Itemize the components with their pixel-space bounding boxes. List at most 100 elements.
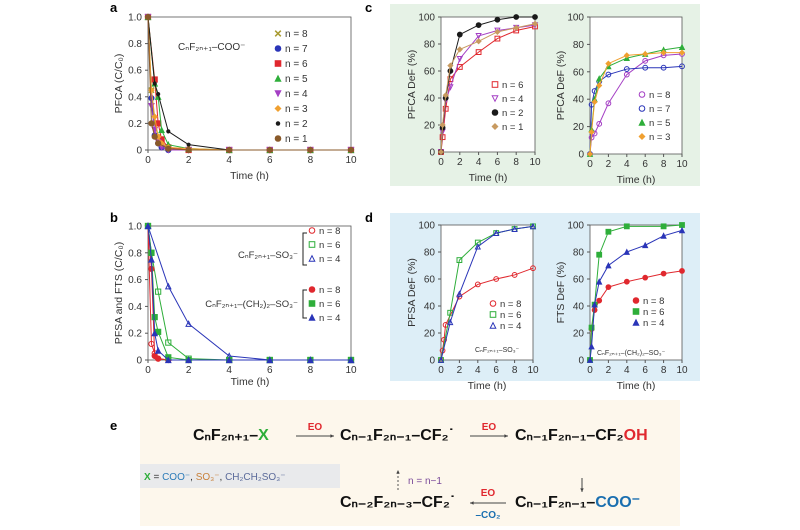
x-tick-label: 0	[587, 365, 593, 376]
data-point	[456, 257, 463, 264]
data-point	[494, 35, 501, 42]
x-tick-label: 10	[676, 159, 688, 170]
group-bracket	[302, 289, 307, 319]
x-tick-label: 8	[661, 159, 667, 170]
x-tick-label: 6	[267, 155, 273, 166]
legend-label: n = 6	[285, 59, 308, 70]
x-tick-label: 0	[145, 365, 151, 376]
y-tick-label: 1.0	[128, 13, 142, 24]
formula-main: Cₙ₋₁F₂ₙ₋₁–CF₂	[515, 427, 624, 444]
legend-label: n = 6	[500, 310, 521, 321]
data-point	[632, 297, 640, 304]
data-point	[308, 313, 316, 321]
panel-label-a: a	[110, 0, 118, 15]
formula-radical-2: Cₙ₋₂F₂ₙ₋₃–CF₂˙	[340, 494, 455, 511]
data-point	[164, 282, 172, 290]
loop-label: n = n−1	[408, 476, 442, 487]
series-n5	[144, 13, 355, 154]
formula-main: Cₙ₋₁F₂ₙ₋₁–CF₂˙	[340, 427, 454, 444]
data-point	[489, 300, 497, 307]
x-tick-label: 6	[495, 157, 501, 168]
formula-main: Cₙ₋₂F₂ₙ₋₃–CF₂˙	[340, 494, 455, 511]
data-point	[660, 64, 667, 71]
data-point	[641, 241, 649, 249]
y-tick-label: 0.2	[128, 119, 142, 130]
legend-label: n = 4	[643, 318, 664, 329]
series-line	[147, 16, 351, 151]
data-point	[638, 91, 646, 98]
y-tick-label: 0	[578, 356, 584, 367]
x-tick-label: 2	[457, 157, 463, 168]
data-point	[591, 301, 598, 308]
data-point	[532, 14, 538, 20]
series-n4	[144, 13, 355, 154]
x-tick-label: 8	[308, 365, 314, 376]
data-point	[474, 281, 481, 288]
data-point	[185, 320, 193, 327]
panel-label-b: b	[110, 210, 118, 225]
data-point	[642, 57, 649, 64]
series-line	[147, 16, 351, 151]
data-point	[494, 16, 501, 23]
y-tick-label: 40	[424, 94, 436, 105]
legend-label: n = 8	[500, 299, 521, 310]
data-point	[225, 356, 233, 364]
y-tick-label: 0.2	[128, 329, 142, 340]
data-point	[151, 329, 159, 337]
data-point	[529, 222, 537, 230]
data-point	[144, 13, 152, 21]
data-point	[151, 133, 158, 140]
arrow-label-co2: –CO₂	[475, 510, 500, 521]
y-tick-label: 40	[573, 302, 585, 313]
data-point	[442, 92, 449, 99]
data-point	[166, 129, 171, 134]
data-point	[306, 356, 314, 364]
series-line	[440, 225, 534, 361]
formula-group: COO⁻	[595, 494, 640, 511]
group-label: CₙF₂ₙ₊₁–SO₃⁻	[238, 250, 298, 261]
x-tick-label: 4	[624, 159, 630, 170]
x-carboxylate: COO⁻	[162, 472, 190, 483]
data-point	[595, 278, 603, 285]
legend-label: n = 4	[500, 321, 521, 332]
data-point	[148, 249, 155, 256]
data-point	[447, 309, 454, 316]
x-sep: ,	[220, 472, 226, 483]
x-tick-label: 4	[475, 365, 481, 376]
data-point	[185, 356, 193, 364]
data-point	[307, 146, 314, 154]
data-point	[266, 356, 274, 364]
x-tick-label: 4	[476, 157, 482, 168]
series-line	[589, 224, 683, 361]
chart-a: 0 2 4 6 8 10 0 0.2 0.4 0.6 0.8 1.0 Time (h) PFCA (C/C…	[113, 13, 357, 183]
series-line	[147, 16, 351, 151]
arrow-label-eo: EO	[308, 422, 323, 433]
x-tick-label: 8	[513, 157, 519, 168]
y-tick-label: 20	[573, 329, 585, 340]
x-tick-label: 4	[624, 365, 630, 376]
data-point	[155, 355, 162, 362]
data-point	[660, 223, 667, 230]
y-tick-label: 80	[424, 40, 436, 51]
data-point	[632, 318, 640, 326]
y-tick-label: 0	[136, 356, 142, 367]
y-tick-label: 0.8	[128, 39, 142, 50]
data-point	[679, 268, 685, 274]
data-point	[226, 146, 233, 154]
legend-label: n = 4	[502, 94, 523, 105]
plot-area	[440, 224, 534, 361]
series-line	[147, 225, 351, 361]
data-point	[164, 356, 172, 364]
chart-annotation: CₙF₂ₙ₊₁–(CH₂)₂–SO₃⁻	[597, 350, 666, 357]
y-tick-label: 100	[567, 221, 584, 232]
data-point	[623, 248, 631, 255]
data-point	[275, 121, 281, 126]
data-point	[642, 274, 649, 281]
data-point	[446, 318, 454, 326]
x-tick-label: 2	[186, 365, 192, 376]
data-point	[308, 227, 316, 234]
data-point	[308, 254, 316, 262]
x-tick-label: 2	[186, 155, 192, 166]
